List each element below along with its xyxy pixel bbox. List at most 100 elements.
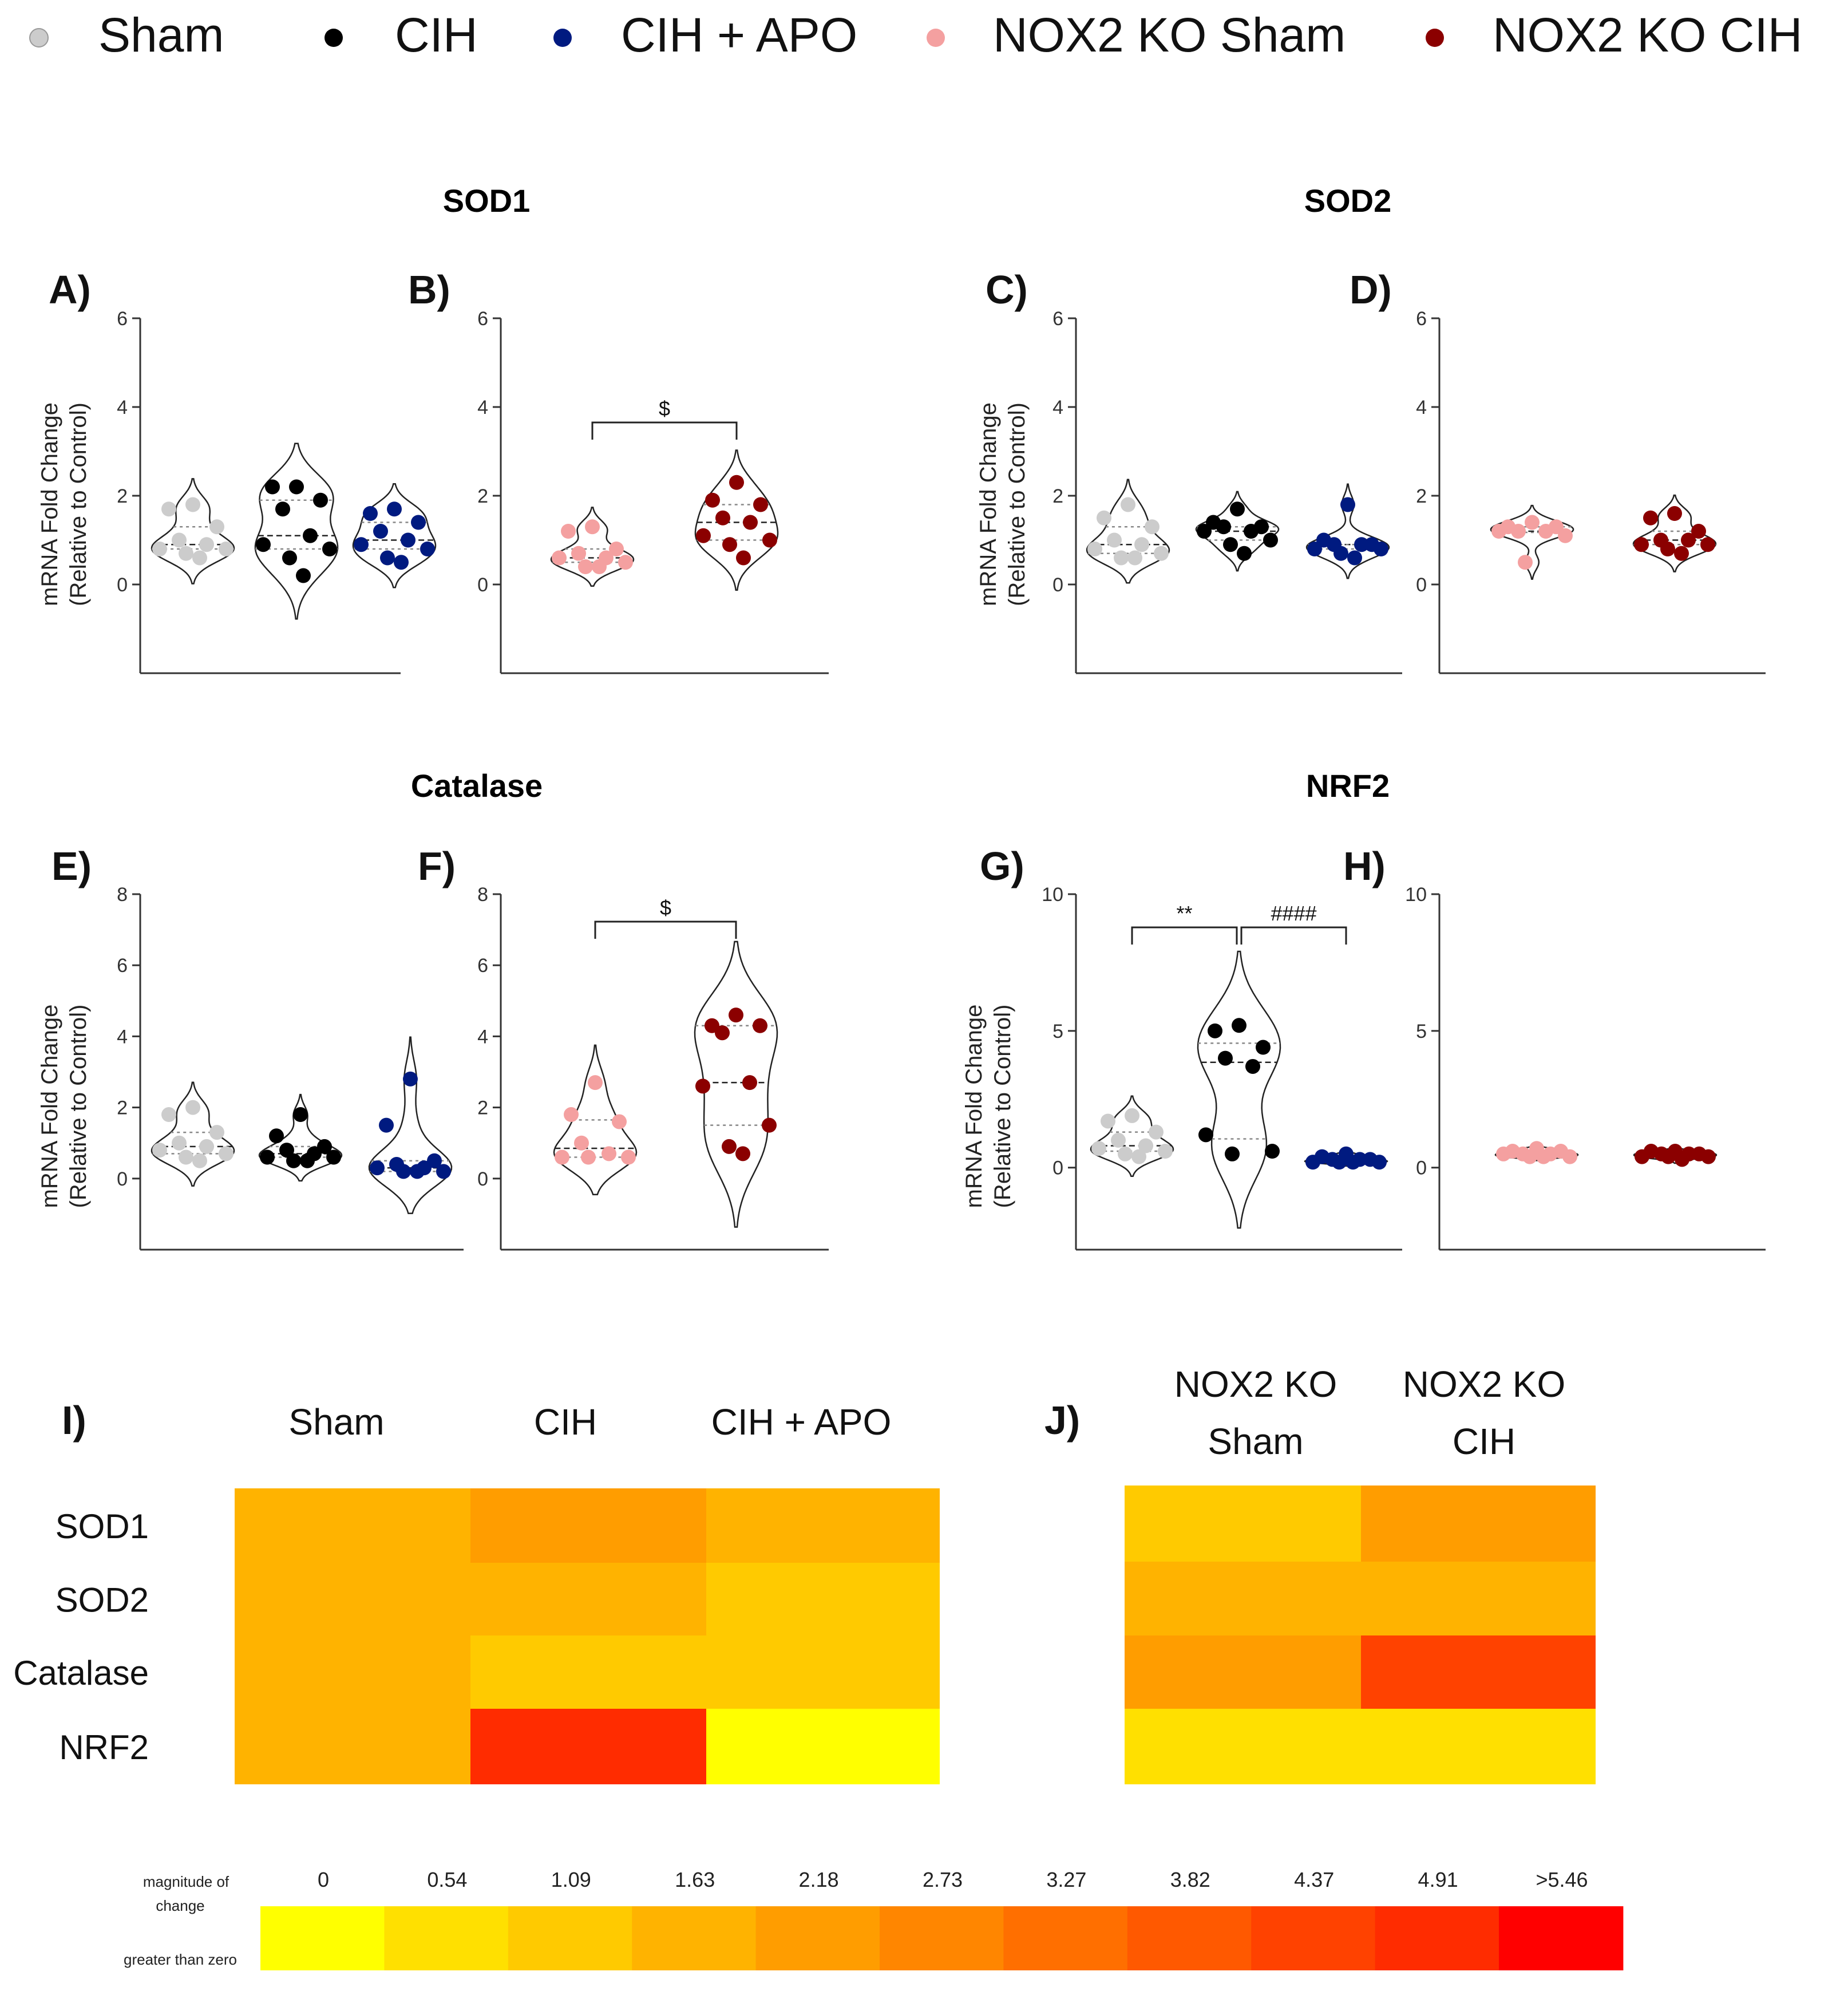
data-point <box>394 555 409 570</box>
y-tick-label: 0 <box>477 574 488 596</box>
data-point <box>1125 1108 1139 1123</box>
data-point <box>286 1153 301 1168</box>
data-point <box>1230 501 1245 517</box>
scale-swatch <box>1251 1906 1376 1970</box>
data-point <box>192 1153 207 1168</box>
scale-label-top-line2: change <box>156 1897 204 1914</box>
data-point <box>300 1153 315 1168</box>
data-point <box>592 559 607 574</box>
data-point <box>1701 1149 1716 1164</box>
data-point <box>1138 1138 1153 1153</box>
y-tick-label: 5 <box>1052 1021 1063 1042</box>
data-point <box>172 1135 187 1151</box>
y-tick-label: 0 <box>117 574 128 596</box>
scale-tick-label: 1.09 <box>551 1868 591 1891</box>
data-point <box>1305 1155 1320 1170</box>
title-catalase: Catalase <box>411 768 543 804</box>
data-point <box>179 1149 193 1165</box>
data-point <box>1127 550 1142 566</box>
panel-C: C) 0 2 4 6 mRNA Fold Change (Relative to Contr… <box>976 267 1402 674</box>
legend-marker-3 <box>927 29 945 47</box>
data-point <box>753 1018 767 1033</box>
scale-tick-label: 3.27 <box>1046 1868 1086 1891</box>
violin-0 <box>151 1081 235 1187</box>
data-point <box>1225 1146 1240 1161</box>
heatmap-cell <box>1125 1635 1361 1709</box>
scale-swatch <box>1127 1906 1252 1970</box>
data-point <box>269 1128 284 1144</box>
heatmap-cell <box>235 1635 470 1709</box>
heatmap-column-label-line2: CIH <box>1453 1421 1515 1462</box>
data-point <box>185 1100 200 1115</box>
heatmap-cell <box>1125 1562 1361 1635</box>
panel-G: G) 0 5 10 mRNA Fold Change (Relative to Contr… <box>961 844 1402 1251</box>
data-point <box>199 1139 214 1154</box>
panel-letter: I) <box>62 1398 86 1443</box>
y-tick-label: 6 <box>1416 308 1427 330</box>
y-tick-label: 8 <box>477 884 488 906</box>
y-tick-label: 0 <box>1416 1157 1427 1179</box>
significance-bracket <box>594 920 737 939</box>
data-point <box>161 1107 176 1123</box>
y-tick-label: 2 <box>477 1097 488 1119</box>
scale-label-top-line1: magnitude of <box>143 1873 229 1890</box>
data-point <box>326 1149 341 1165</box>
data-point <box>279 1143 294 1158</box>
y-axis-title-line2: (Relative to Control) <box>66 1005 91 1208</box>
heatmap-column-label: Sham <box>288 1401 384 1443</box>
data-point <box>1525 515 1540 530</box>
y-tick-label: 0 <box>1416 574 1427 596</box>
y-axis-title-line2: (Relative to Control) <box>990 1005 1015 1208</box>
data-point <box>552 550 567 566</box>
panel-H: H) 0 5 10 <box>1343 844 1766 1251</box>
y-tick-label: 4 <box>477 1026 488 1048</box>
heatmap-I: I) Sham CIH CIH + APO SOD1 SOD2 Catalase NRF2 <box>13 1398 940 1784</box>
heatmap-cell <box>235 1563 470 1635</box>
data-point <box>1538 524 1553 539</box>
data-point <box>313 492 328 508</box>
data-point <box>322 542 337 556</box>
data-point <box>1087 542 1102 556</box>
data-point <box>1197 524 1212 539</box>
data-point <box>293 1107 308 1123</box>
heatmap-cell <box>706 1635 940 1709</box>
data-point <box>762 1117 777 1133</box>
y-tick-label: 6 <box>1052 308 1063 330</box>
panel-letter: D) <box>1350 267 1392 312</box>
y-axis-title-line1: mRNA Fold Change <box>961 1005 987 1208</box>
heatmaps: I) Sham CIH CIH + APO SOD1 SOD2 Catalase NRF2 J)… <box>13 1364 1596 1784</box>
data-point <box>373 524 388 539</box>
data-point <box>1237 546 1252 561</box>
panel-B: B) 0 2 4 6 $ <box>408 267 829 674</box>
data-point <box>564 1107 579 1123</box>
heatmap-cell <box>706 1488 940 1563</box>
data-point <box>1111 1132 1126 1148</box>
y-tick-label: 2 <box>117 485 128 507</box>
data-point <box>403 1071 418 1087</box>
scale-tick-label: 4.91 <box>1418 1868 1458 1891</box>
data-point <box>1114 550 1129 566</box>
violin-0 <box>550 507 635 587</box>
data-point <box>179 546 193 561</box>
y-tick-label: 0 <box>1052 574 1063 596</box>
data-point <box>715 510 730 526</box>
y-tick-label: 4 <box>117 397 128 418</box>
data-point <box>1333 546 1348 561</box>
data-point <box>1354 537 1369 552</box>
heatmap-cell <box>235 1488 470 1563</box>
violin-2 <box>368 1036 453 1214</box>
scale-tick-label: 2.73 <box>923 1868 963 1891</box>
data-point <box>1536 1149 1551 1164</box>
panel-D: D) 0 2 4 6 <box>1350 267 1766 674</box>
data-point <box>1558 528 1573 543</box>
data-point <box>571 546 586 561</box>
violin-1 <box>254 443 339 620</box>
data-point <box>1149 1124 1164 1140</box>
y-tick-label: 0 <box>117 1168 128 1190</box>
y-tick-label: 2 <box>117 1097 128 1119</box>
violin-0 <box>151 478 235 584</box>
data-point <box>354 537 369 552</box>
y-tick-label: 0 <box>477 1168 488 1190</box>
scale-swatch <box>632 1906 757 1970</box>
scale-tick-label: >5.46 <box>1536 1868 1588 1891</box>
